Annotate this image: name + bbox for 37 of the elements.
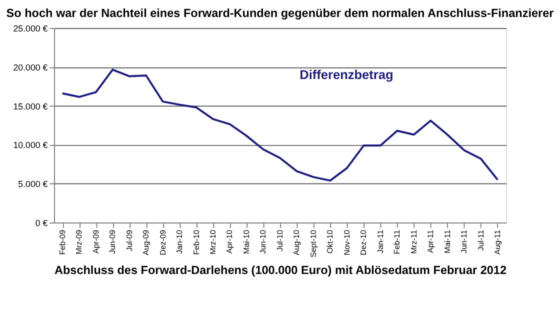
x-tick-label: Jan-11 [376, 230, 385, 254]
x-tick-label: Jan-10 [175, 229, 184, 254]
x-tick-label: Mrz-10 [208, 229, 218, 254]
text: Differenzbetrag [300, 67, 394, 82]
x-tick-label: Feb-10 [192, 229, 201, 255]
x-tick-label: Apr-09 [91, 230, 100, 254]
x-tick-label: Jul-09 [124, 230, 134, 252]
y-tick-label: 5.000 € [18, 179, 48, 190]
x-tick-label: Jun-09 [108, 230, 118, 254]
x-tick-label: Nov-10 [342, 229, 352, 256]
x-tick-label: Mrz-09 [74, 230, 84, 254]
y-tick-label: 15.000 € [13, 101, 48, 112]
x-axis-title: Abschluss des Forward-Darlehens (100.000 Euro) mit Ablösedatum Februar 2012 [54, 264, 507, 278]
x-tick-label: Apr-11 [426, 230, 436, 253]
x-tick-label: Jul-10 [275, 229, 284, 252]
x-tick-label: Aug-10 [292, 229, 302, 256]
x-tick-label: Jul-11 [476, 230, 486, 251]
y-tick-label: 20.000 € [13, 62, 48, 72]
x-tick-label: Mai-10 [242, 229, 251, 254]
x-tick-label: Sept-10 [308, 229, 318, 258]
y-tick-label: 0 € [35, 218, 48, 228]
x-tick-label: Okt-10 [326, 229, 335, 254]
chart-title: So hoch war der Nachteil eines Forward-Kunden gegenüber dem normalen Anschluss-Finanzierer [6, 7, 554, 20]
y-tick-label: 10.000 € [13, 140, 48, 150]
x-tick-label: Jun-10 [258, 229, 268, 254]
x-tick-label: Dez-09 [158, 230, 168, 256]
x-tick-label: Dez-10 [359, 229, 368, 256]
x-tick-label: Mai-11 [442, 230, 452, 254]
x-tick-label: Jun-11 [460, 230, 469, 254]
x-tick-label: Feb-11 [392, 230, 402, 254]
x-tick-label: Aug-09 [142, 230, 151, 256]
x-tick-label: Aug-11 [493, 230, 502, 255]
x-tick-label: Feb-09 [58, 230, 67, 255]
line-series [61, 68, 499, 182]
x-tick-label: Apr-10 [225, 229, 234, 254]
y-tick-label: 25.000 € [13, 23, 48, 34]
x-tick-label: Mrz-11 [409, 230, 418, 254]
